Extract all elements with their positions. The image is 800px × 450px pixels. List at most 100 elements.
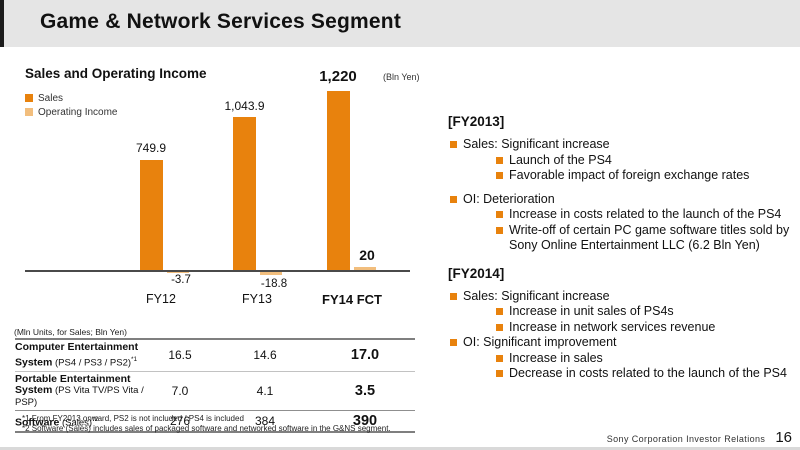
bullet-square-icon bbox=[496, 172, 503, 179]
row-label: Portable Entertainment bbox=[15, 372, 131, 385]
bullet-square-icon bbox=[450, 339, 457, 346]
oi-bar-fy13 bbox=[260, 272, 282, 275]
bullet-text: Decrease in costs related to the launch … bbox=[509, 366, 787, 380]
bullet-item: Increase in unit sales of PS4s bbox=[494, 304, 793, 320]
bullet-square-icon bbox=[496, 354, 503, 362]
cell-fy13: 384 bbox=[254, 414, 276, 428]
bullet-item: OI: Deterioration bbox=[448, 192, 793, 208]
section-fy2013: [FY2013] Sales: Significant increase Lau… bbox=[448, 114, 793, 254]
bullet-square-icon bbox=[450, 195, 457, 203]
bottom-edge-strip bbox=[0, 447, 800, 450]
bullet-item: Favorable impact of foreign exchange rat… bbox=[494, 168, 793, 184]
value-label-sales-fy13: 1,043.9 bbox=[224, 99, 265, 113]
bullet-text: Launch of the PS4 bbox=[509, 152, 612, 167]
title-accent-bar bbox=[0, 0, 4, 47]
bullet-item: Increase in costs related to the launch … bbox=[494, 207, 793, 223]
cell-fy14: 390 bbox=[352, 413, 378, 429]
cell-fy13: 14.6 bbox=[215, 339, 315, 372]
cell-fy13: 4.1 bbox=[215, 371, 315, 411]
row-footnote-mark: *1 bbox=[131, 355, 138, 363]
bullet-square-icon bbox=[496, 308, 503, 315]
cell-fy14: 3.5 bbox=[315, 371, 415, 411]
legend-item-sales: Sales bbox=[25, 91, 118, 105]
cell-fy12: 276 bbox=[169, 414, 191, 428]
oi-bar-fy12 bbox=[167, 272, 189, 273]
value-label-sales-fy14: 1,220 bbox=[319, 68, 357, 85]
bullet-item: Launch of the PS4 bbox=[494, 153, 793, 169]
sales-bar-fy14 bbox=[327, 91, 350, 270]
legend-item-operating-income: Operating Income bbox=[25, 105, 118, 119]
bullet-item: Sales: Significant increase bbox=[448, 137, 793, 153]
bullet-square-icon bbox=[496, 211, 503, 218]
bullet-item: Write-off of certain PC game software ti… bbox=[494, 223, 793, 254]
bullet-square-icon bbox=[496, 323, 503, 331]
chart-title: Sales and Operating Income bbox=[25, 66, 207, 81]
footer-text: Sony Corporation Investor Relations bbox=[606, 434, 766, 444]
row-detail: (Sales) bbox=[59, 417, 93, 428]
bullet-text: Sales: Significant increase bbox=[463, 137, 610, 151]
chart-unit-label: (Bln Yen) bbox=[383, 72, 420, 82]
category-label-fy12: FY12 bbox=[146, 292, 176, 306]
row-footnote-mark: *2 bbox=[92, 415, 99, 423]
section-header: [FY2013] bbox=[448, 114, 505, 129]
bullet-text: Increase in costs related to the launch … bbox=[509, 207, 782, 221]
value-label-oi-fy14: 20 bbox=[359, 247, 375, 263]
table-row: Software (Sales)*2 276 384 390 bbox=[15, 411, 415, 433]
value-label-sales-fy12: 749.9 bbox=[135, 141, 167, 155]
category-label-fy14-fct: FY14 FCT bbox=[322, 292, 382, 307]
title-bar: Game & Network Services Segment bbox=[0, 0, 800, 47]
table-caption: (Mln Units, for Sales; Bln Yen) bbox=[14, 327, 127, 337]
legend-label: Operating Income bbox=[38, 106, 118, 118]
bullet-text: OI: Deterioration bbox=[463, 191, 555, 206]
sales-swatch-icon bbox=[25, 94, 33, 102]
bullet-item: Sales: Significant increase bbox=[448, 289, 793, 305]
commentary-panel: [FY2013] Sales: Significant increase Lau… bbox=[448, 114, 793, 382]
table-row: Portable Entertainment System (PS Vita T… bbox=[15, 371, 415, 411]
row-detail: (PS4 / PS3 / PS2) bbox=[52, 357, 132, 368]
value-label-oi-fy12: -3.7 bbox=[171, 274, 191, 286]
bullet-text: Write-off of certain PC game software ti… bbox=[509, 222, 790, 253]
row-label-2: System bbox=[15, 384, 53, 396]
cell-fy14: 17.0 bbox=[315, 339, 415, 372]
bullet-text: Increase in network services revenue bbox=[509, 319, 716, 334]
slide-footer: Sony Corporation Investor Relations 16 bbox=[607, 429, 792, 446]
bullet-text: Favorable impact of foreign exchange rat… bbox=[509, 168, 750, 182]
bullet-square-icon bbox=[496, 156, 503, 164]
footnote-2: *2 Software (Sales) includes sales of pa… bbox=[22, 423, 391, 433]
section-header: [FY2014] bbox=[448, 265, 505, 281]
bullet-text: Sales: Significant increase bbox=[463, 288, 610, 303]
cell-fy12: 7.0 bbox=[145, 371, 215, 411]
footnotes: *1 From FY2013 onward, PS2 is not includ… bbox=[22, 414, 391, 433]
section-fy2014: [FY2014] Sales: Significant increase Inc… bbox=[448, 266, 793, 382]
table-row: Computer Entertainment System (PS4 / PS3… bbox=[15, 339, 415, 372]
operating-income-swatch-icon bbox=[25, 108, 33, 116]
footnote-1: *1 From FY2013 onward, PS2 is not includ… bbox=[22, 414, 244, 423]
row-label: Software bbox=[15, 416, 60, 428]
chart-legend: Sales Operating Income bbox=[25, 91, 118, 119]
row-label-2: System bbox=[15, 356, 53, 368]
oi-bar-fy14 bbox=[354, 267, 376, 270]
x-axis-line bbox=[25, 270, 410, 272]
value-label-oi-fy13: -18.8 bbox=[260, 278, 288, 290]
bullet-item: Increase in network services revenue bbox=[494, 320, 793, 336]
bullet-item: OI: Significant improvement bbox=[448, 335, 793, 351]
bullet-square-icon bbox=[496, 370, 503, 377]
page-number: 16 bbox=[775, 429, 792, 446]
bullet-square-icon bbox=[450, 141, 457, 148]
bullet-item: Decrease in costs related to the launch … bbox=[494, 366, 793, 382]
units-table: Computer Entertainment System (PS4 / PS3… bbox=[15, 338, 415, 433]
bullet-text: Increase in sales bbox=[509, 350, 603, 365]
bullet-square-icon bbox=[496, 226, 503, 234]
sales-bar-fy13 bbox=[233, 117, 256, 270]
bullet-text: Increase in unit sales of PS4s bbox=[509, 304, 674, 318]
bullet-square-icon bbox=[450, 292, 457, 300]
row-detail: (PS Vita TV/PS Vita / PSP) bbox=[15, 385, 144, 408]
category-label-fy13: FY13 bbox=[242, 292, 272, 306]
cell-fy12: 16.5 bbox=[145, 339, 215, 372]
bullet-item: Increase in sales bbox=[494, 351, 793, 367]
sales-bar-fy12 bbox=[140, 160, 163, 270]
legend-label: Sales bbox=[38, 92, 64, 104]
bullet-text: OI: Significant improvement bbox=[463, 335, 617, 349]
page-title: Game & Network Services Segment bbox=[40, 10, 402, 33]
